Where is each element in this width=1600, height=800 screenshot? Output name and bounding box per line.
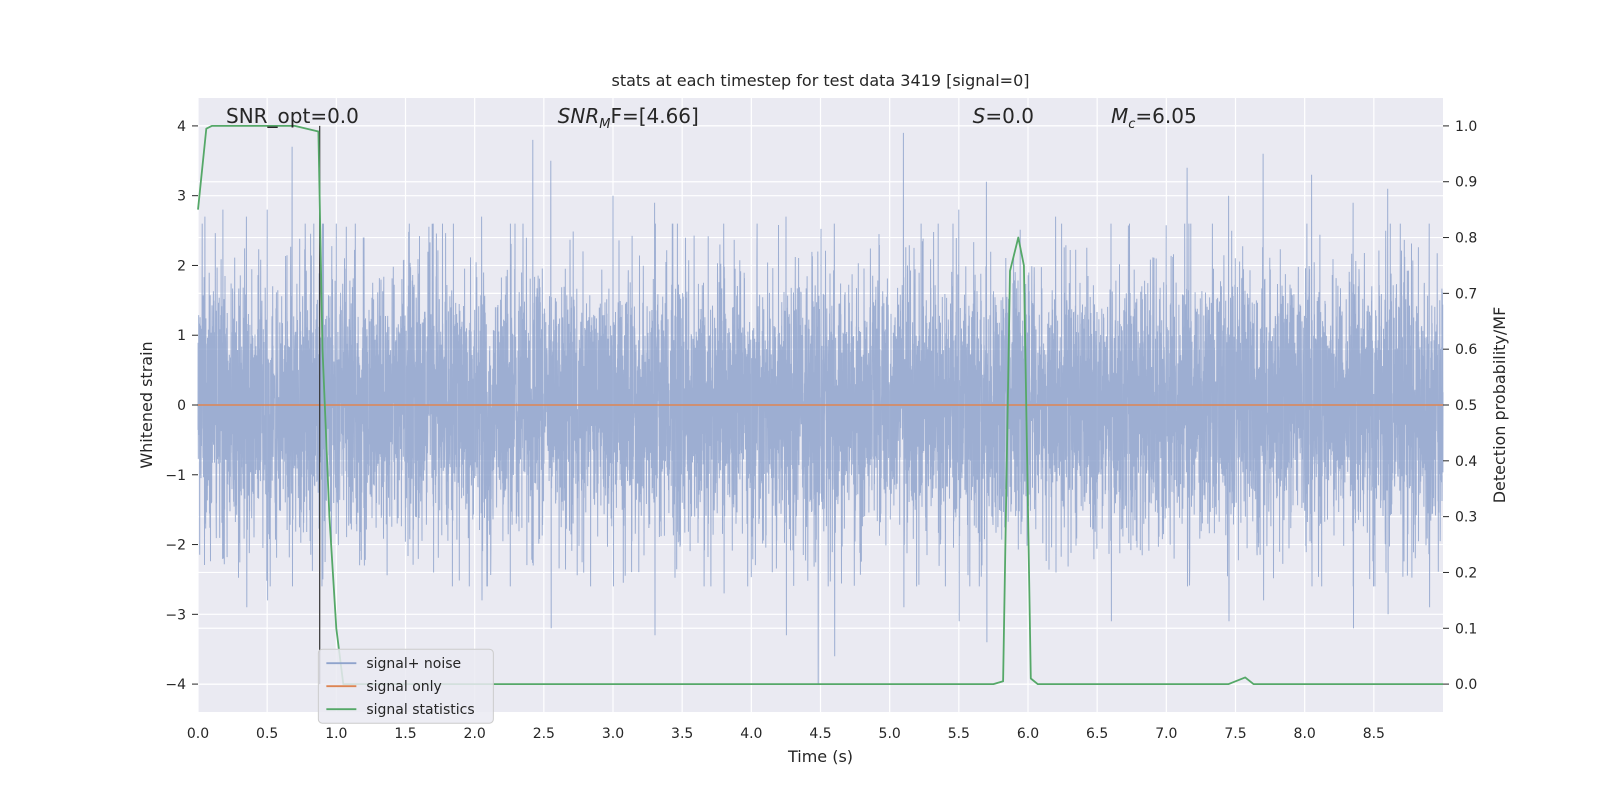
annotation-s-rest: =0.0 <box>985 104 1034 128</box>
y-axis-label-left: Whitened strain <box>137 341 156 468</box>
annotation-mc-sub: c <box>1128 117 1135 132</box>
annotation-s-main: S <box>973 104 986 128</box>
x-tick-label: 6.0 <box>1017 726 1039 742</box>
legend-label: signal only <box>366 679 441 695</box>
x-tick-label: 3.5 <box>671 726 693 742</box>
x-tick-label: 1.0 <box>325 726 347 742</box>
chart-title: stats at each timestep for test data 341… <box>611 71 1029 90</box>
y-right-tick-label: 0.3 <box>1455 510 1477 526</box>
annotation-snr-mf-main: SNR <box>558 104 600 128</box>
x-tick-label: 5.0 <box>879 726 901 742</box>
lines <box>197 125 1443 685</box>
x-tick-label: 5.5 <box>948 726 970 742</box>
x-tick-label: 1.5 <box>394 726 416 742</box>
annotation-snr-opt: SNR_opt=0.0 <box>226 104 359 128</box>
signal-noise-series <box>197 132 1444 685</box>
y-left-tick-label: −4 <box>165 677 186 693</box>
y-right-tick-label: 0.5 <box>1455 398 1477 414</box>
annotation-snr-mf-rest: F=[4.66] <box>610 104 698 128</box>
x-tick-label: 3.0 <box>602 726 624 742</box>
y-left-tick-label: 0 <box>177 398 186 414</box>
y-right-tick-label: 0.1 <box>1455 621 1477 637</box>
y-left-tick-label: 2 <box>177 258 186 274</box>
x-tick-label: 0.0 <box>187 726 209 742</box>
x-tick-label: 7.0 <box>1155 726 1177 742</box>
annotation-snr-mf: SNRMF=[4.66] <box>558 104 699 132</box>
annotation-mc-rest: =6.05 <box>1135 104 1196 128</box>
signal-statistics-line <box>197 125 1443 685</box>
annotations: SNR_opt=0.0 SNRMF=[4.66] S=0.0 Mc=6.05 <box>226 104 1197 132</box>
y-left-tick-label: 1 <box>177 328 186 344</box>
x-tick-label: 8.5 <box>1363 726 1385 742</box>
y-axis-label-right: Detection probability/MF <box>1490 307 1509 504</box>
y-right-tick-label: 1.0 <box>1455 119 1477 135</box>
y-right-tick-label: 0.4 <box>1455 454 1477 470</box>
x-tick-label: 8.0 <box>1294 726 1316 742</box>
y-right-tick-label: 0.0 <box>1455 677 1477 693</box>
y-left-tick-label: −2 <box>165 538 186 554</box>
annotation-mc: Mc=6.05 <box>1111 104 1197 132</box>
ticks: 0.0 0.5 1.0 1.5 2.0 2.5 3.0 3.5 4.0 4.5 5.0 5.5 6.0 6… <box>165 119 1477 742</box>
annotation-s: S=0.0 <box>973 104 1034 128</box>
signal-noise-line <box>197 132 1444 685</box>
legend-box <box>317 648 494 724</box>
x-tick-label: 4.5 <box>809 726 831 742</box>
y-left-tick-label: −3 <box>165 607 186 623</box>
y-left-tick-label: −1 <box>165 468 186 484</box>
annotation-mc-main: M <box>1111 104 1128 128</box>
x-axis-label: Time (s) <box>787 747 853 766</box>
y-right-tick-label: 0.7 <box>1455 286 1477 302</box>
y-left-tick-label: 4 <box>177 119 186 135</box>
legend-label: signal statistics <box>366 702 474 718</box>
y-left-tick-label: 3 <box>177 189 186 205</box>
x-tick-label: 2.0 <box>464 726 486 742</box>
legend-label: signal+ noise <box>366 656 461 672</box>
y-right-tick-label: 0.6 <box>1455 342 1477 358</box>
x-tick-label: 4.0 <box>740 726 762 742</box>
x-tick-label: 2.5 <box>533 726 555 742</box>
y-right-tick-label: 0.9 <box>1455 175 1477 191</box>
x-tick-label: 7.5 <box>1224 726 1246 742</box>
annotation-snr-mf-sub: M <box>599 117 610 132</box>
y-right-tick-label: 0.2 <box>1455 565 1477 581</box>
y-right-tick-label: 0.8 <box>1455 231 1477 247</box>
x-tick-label: 6.5 <box>1086 726 1108 742</box>
x-tick-label: 0.5 <box>256 726 278 742</box>
legend: signal+ noise signal only signal statistic… <box>317 648 494 724</box>
